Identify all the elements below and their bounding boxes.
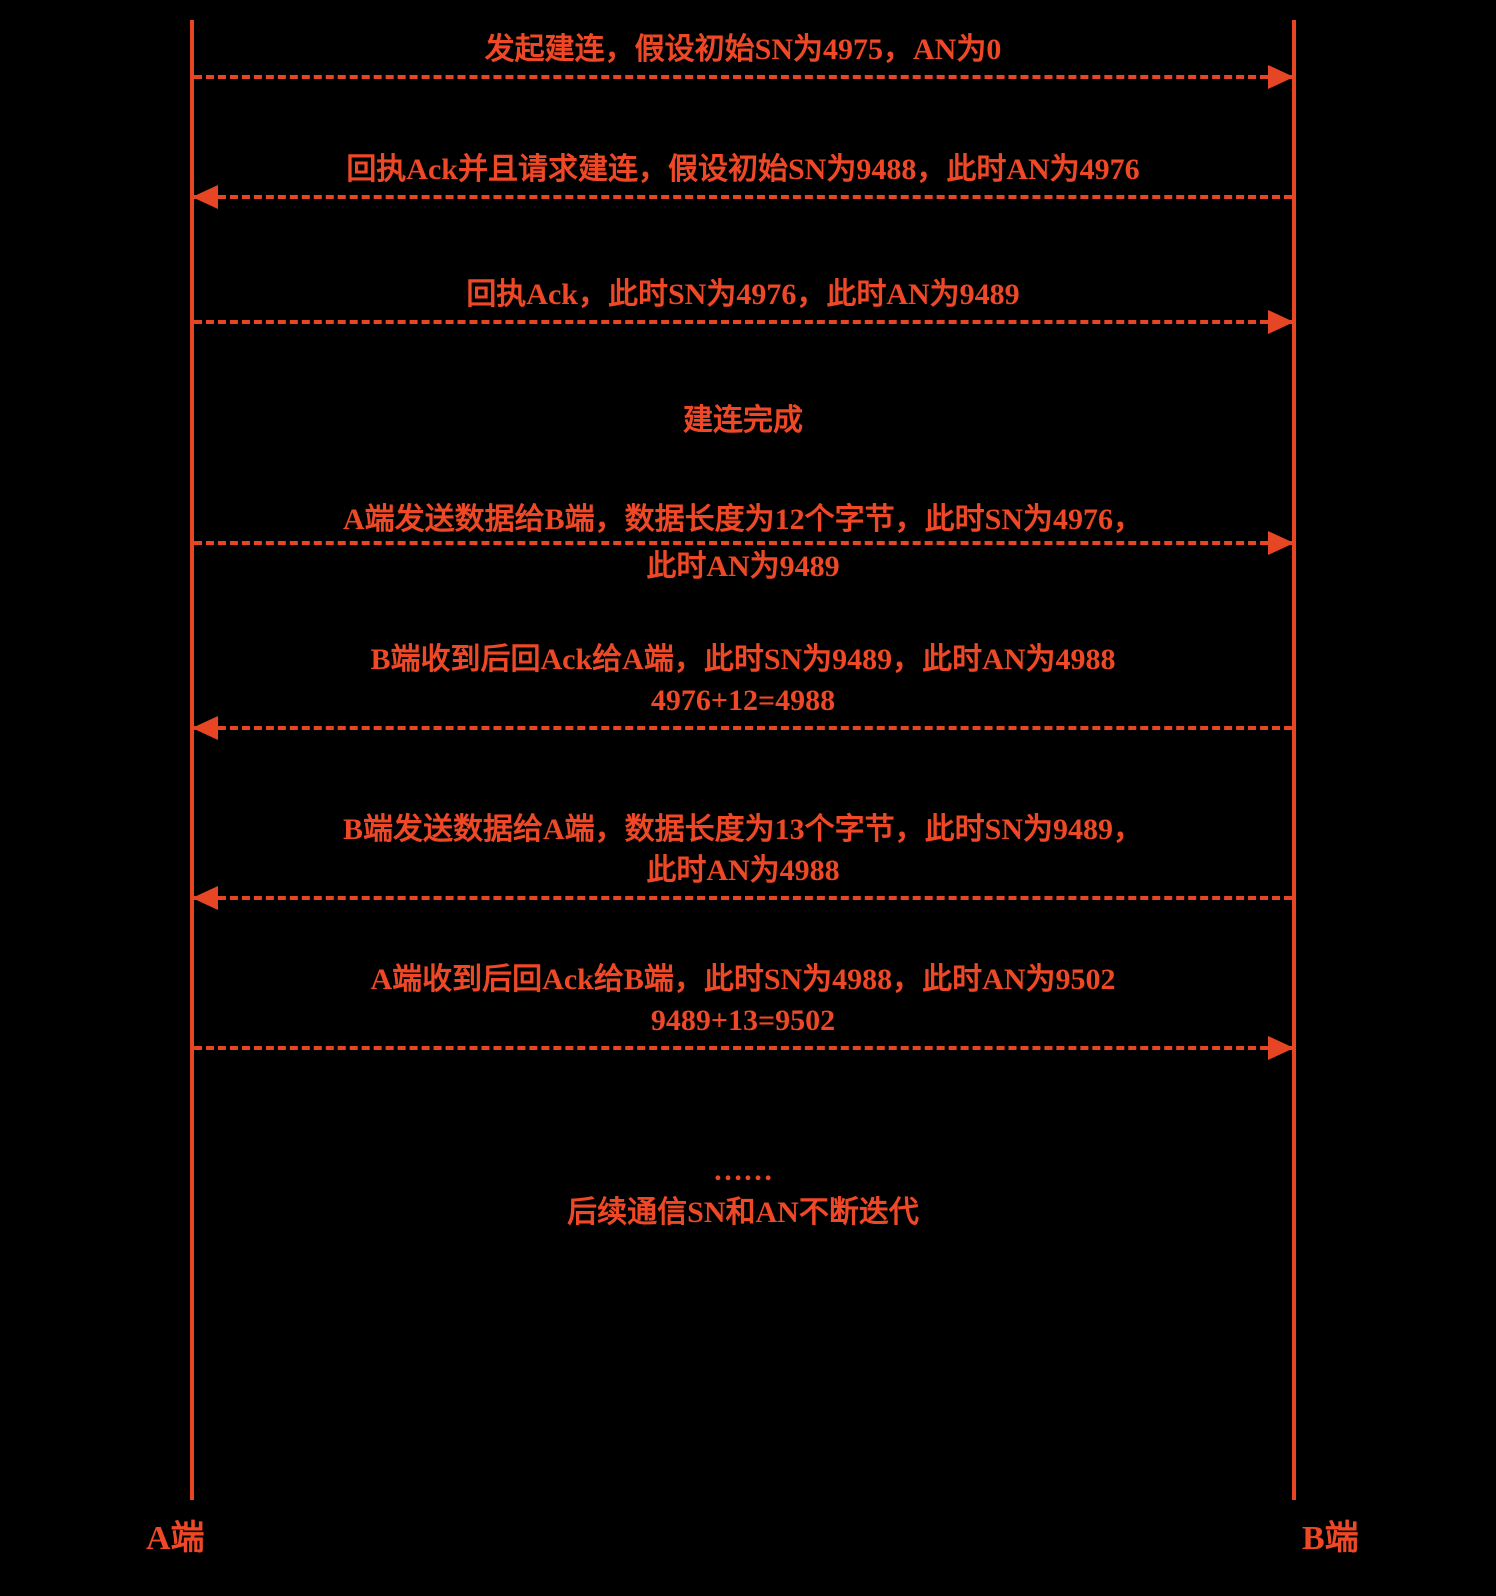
endpoint-a-label: A端 <box>146 1510 205 1559</box>
message-2-text: 回执Ack并且请求建连，假设初始SN为9488，此时AN为4976 <box>194 150 1292 195</box>
message-7-text-line2: 9489+13=9502 <box>194 1001 1292 1046</box>
message-4-text-line1: A端发送数据给B端，数据长度为12个字节，此时SN为4976， <box>194 500 1292 541</box>
lifeline-a <box>190 20 194 1500</box>
message-7-text-line1: A端收到后回Ack给B端，此时SN为4988，此时AN为9502 <box>194 960 1292 1001</box>
note-connection-complete: 建连完成 <box>194 400 1292 442</box>
message-1-text: 发起建连，假设初始SN为4975，AN为0 <box>194 30 1292 75</box>
message-6-text-line1: B端发送数据给A端，数据长度为13个字节，此时SN为9489， <box>194 810 1292 851</box>
message-3-text: 回执Ack，此时SN为4976，此时AN为9489 <box>194 275 1292 320</box>
message-4-text-line2: 此时AN为9489 <box>194 545 1292 592</box>
message-3: 回执Ack，此时SN为4976，此时AN为9489 <box>194 275 1292 324</box>
arrow-right-icon <box>194 1046 1292 1050</box>
arrow-left-icon <box>194 896 1292 900</box>
arrow-right-icon <box>194 75 1292 79</box>
message-5-text-line1: B端收到后回Ack给A端，此时SN为9489，此时AN为4988 <box>194 640 1292 681</box>
arrow-left-icon <box>194 726 1292 730</box>
message-5: B端收到后回Ack给A端，此时SN为9489，此时AN为4988 4976+12… <box>194 640 1292 730</box>
note-continuation: …… 后续通信SN和AN不断迭代 <box>194 1150 1292 1234</box>
message-6-text-line2: 此时AN为4988 <box>194 851 1292 896</box>
arrow-right-icon <box>194 541 1292 545</box>
message-2: 回执Ack并且请求建连，假设初始SN为9488，此时AN为4976 <box>194 150 1292 199</box>
lifeline-b <box>1292 20 1296 1500</box>
arrow-left-icon <box>194 195 1292 199</box>
message-5-text-line2: 4976+12=4988 <box>194 681 1292 726</box>
message-6: B端发送数据给A端，数据长度为13个字节，此时SN为9489， 此时AN为498… <box>194 810 1292 900</box>
message-1: 发起建连，假设初始SN为4975，AN为0 <box>194 30 1292 79</box>
arrow-right-icon <box>194 320 1292 324</box>
message-7: A端收到后回Ack给B端，此时SN为4988，此时AN为9502 9489+13… <box>194 960 1292 1050</box>
endpoint-b-label: B端 <box>1302 1510 1359 1559</box>
message-4: A端发送数据给B端，数据长度为12个字节，此时SN为4976， 此时AN为948… <box>194 500 1292 592</box>
